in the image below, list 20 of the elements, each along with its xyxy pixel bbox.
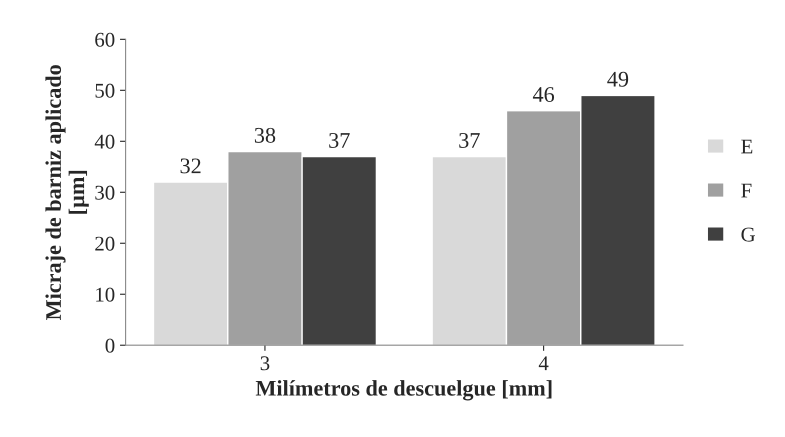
y-tick-label: 0 [106,338,114,353]
data-label: 37 [329,132,350,148]
data-label: 37 [459,132,480,148]
legend-label: E [741,140,752,154]
data-label: 38 [254,128,276,143]
legend-label: G [741,228,755,242]
legend-label: F [741,184,752,198]
y-tick-label: 40 [94,134,114,149]
x-tick-label: 4 [538,356,548,370]
y-tick-label: 10 [96,288,114,302]
y-tick-label: 50 [96,84,114,98]
x-axis-title: Milímetros de descuelgue [mm] [256,380,552,400]
y-tick-label: 60 [95,32,114,47]
y-tick-label: 20 [95,236,114,251]
data-label: 32 [180,158,201,174]
data-label: 46 [532,87,554,102]
x-tick-label: 3 [260,356,270,370]
data-label: 49 [607,72,628,87]
y-tick-label: 30 [95,186,114,200]
y-axis-title: Micraje de barniz aplicado [µm] [45,65,89,320]
